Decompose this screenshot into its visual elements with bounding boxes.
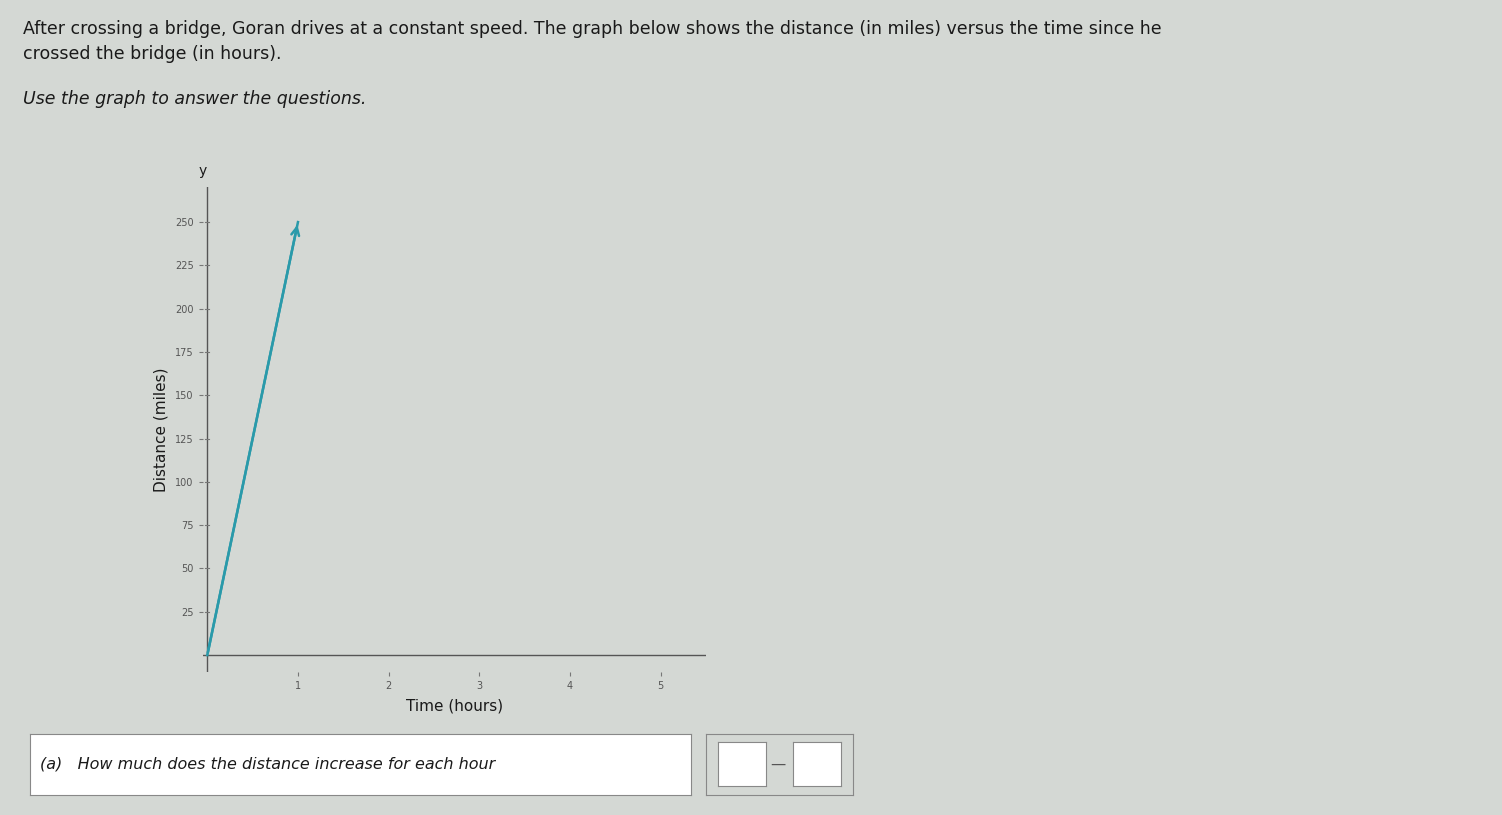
Text: —: — (771, 757, 786, 772)
Text: After crossing a bridge, Goran drives at a constant speed. The graph below shows: After crossing a bridge, Goran drives at… (23, 20, 1161, 38)
Text: y: y (198, 164, 207, 178)
Text: (a)   How much does the distance increase for each hour: (a) How much does the distance increase … (41, 756, 496, 772)
Text: crossed the bridge (in hours).: crossed the bridge (in hours). (23, 45, 281, 63)
Text: Use the graph to answer the questions.: Use the graph to answer the questions. (23, 90, 366, 108)
Y-axis label: Distance (miles): Distance (miles) (153, 368, 168, 492)
X-axis label: Time (hours): Time (hours) (406, 698, 503, 713)
